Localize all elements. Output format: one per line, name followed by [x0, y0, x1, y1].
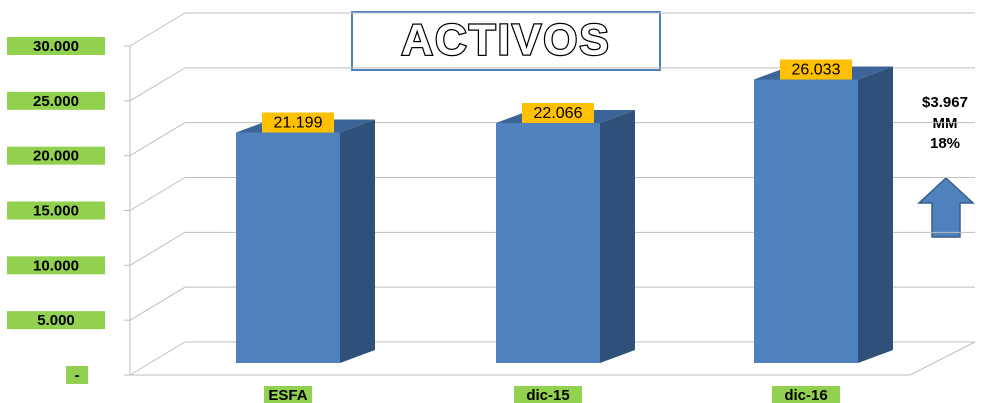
y-tick-label: -: [75, 367, 80, 384]
title-box: [351, 11, 661, 71]
bar-side: [600, 110, 635, 363]
y-tick-label-bg: [7, 37, 105, 55]
annotation: 18%: [930, 135, 960, 152]
x-tick-label-bg: [264, 386, 312, 403]
value-label-bg: [780, 59, 852, 80]
annotation: MM: [933, 115, 958, 132]
y-tick-label: 15.000: [33, 202, 79, 219]
chart-title: ACTIVOS: [401, 16, 611, 65]
x-tick-label: dic-15: [526, 387, 569, 403]
up-arrow: [917, 176, 975, 238]
y-tick-label: 30.000: [33, 38, 79, 55]
bar-side: [858, 66, 893, 364]
y-tick-label: 5.000: [37, 312, 75, 329]
bar: [754, 79, 858, 364]
y-tick-label-bg: [7, 201, 105, 220]
bar: [236, 132, 340, 363]
bar: [496, 123, 600, 363]
y-tick-label-bg: [7, 256, 105, 275]
bar-side: [340, 119, 375, 363]
value-label: 21.199: [274, 115, 323, 132]
grid-line: [129, 177, 975, 211]
grid-line: [129, 67, 975, 102]
x-tick-label-bg: [514, 386, 582, 403]
value-label: 26.033: [792, 62, 841, 79]
y-tick-label: 25.000: [33, 93, 79, 110]
value-label: 22.066: [534, 105, 583, 122]
y-tick-label-bg: [66, 366, 88, 384]
y-tick-label-bg: [7, 146, 105, 165]
y-tick-label: 10.000: [33, 257, 79, 274]
floor: [129, 341, 976, 376]
value-label-bg: [262, 112, 334, 133]
y-tick-label-bg: [7, 91, 105, 110]
x-tick-label: dic-16: [784, 387, 827, 403]
grid-line: [129, 12, 975, 47]
grid-line: [129, 231, 975, 266]
grid-line: [129, 122, 975, 157]
x-tick-label-bg: [772, 386, 840, 403]
grid-line: [129, 286, 975, 321]
x-tick-label: ESFA: [268, 387, 307, 403]
y-tick-label: 20.000: [33, 148, 79, 165]
y-tick-label-bg: [7, 311, 105, 330]
annotation: $3.967: [922, 94, 968, 111]
value-label-bg: [522, 103, 594, 124]
